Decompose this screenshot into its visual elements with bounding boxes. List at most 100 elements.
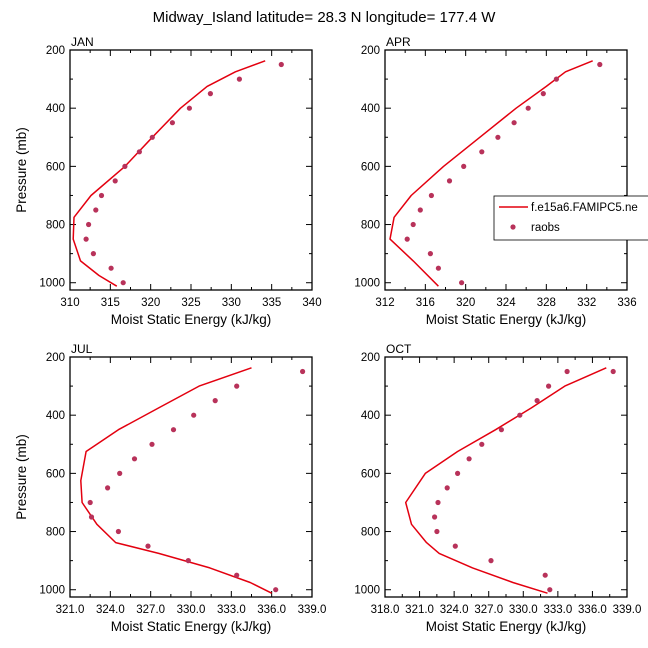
legend-box: [493, 195, 648, 241]
data-point-raobs: [546, 383, 552, 389]
data-point-raobs: [495, 134, 501, 140]
y-tick-label: 1000: [39, 278, 65, 290]
data-point-raobs: [547, 587, 553, 593]
y-tick-label: 200: [361, 352, 380, 364]
data-point-raobs: [120, 280, 126, 286]
x-tick-label: 333.0: [543, 604, 572, 616]
data-point-raobs: [185, 558, 191, 564]
series-line-model: [72, 60, 266, 287]
y-tick-label: 600: [361, 161, 380, 173]
panel-title: OCT: [386, 342, 412, 356]
y-tick-label: 600: [361, 468, 380, 480]
data-point-raobs: [234, 572, 240, 578]
data-point-raobs: [511, 120, 517, 126]
y-tick-label: 600: [46, 161, 65, 173]
x-tick-label: 312: [375, 297, 394, 309]
y-tick-label: 200: [46, 45, 65, 57]
x-tick-label: 321.0: [56, 604, 85, 616]
series-line-model: [404, 367, 607, 594]
data-point-raobs: [93, 207, 99, 213]
data-point-raobs: [122, 163, 128, 169]
data-point-raobs: [540, 91, 546, 97]
x-tick-label: 330.0: [177, 604, 206, 616]
data-point-raobs: [234, 383, 240, 389]
y-tick-label: 600: [46, 468, 65, 480]
y-tick-label: 200: [46, 352, 65, 364]
legend: f.e15a6.FAMIPC5.ne raobs: [493, 195, 648, 241]
y-axis-label: Pressure (mb): [14, 434, 29, 520]
data-point-raobs: [186, 105, 192, 111]
x-tick-label: 324.0: [96, 604, 125, 616]
data-point-raobs: [273, 587, 279, 593]
x-tick-label: 321.0: [405, 604, 434, 616]
data-point-raobs: [136, 149, 142, 155]
figure-title: Midway_Island latitude= 28.3 N longitude…: [153, 9, 497, 26]
x-tick-label: 327.0: [474, 604, 503, 616]
data-point-raobs: [410, 221, 416, 228]
data-point-raobs: [105, 485, 111, 491]
panel-jan: 310 315 320 325 330 335 340 200 400 600 800 1000 JAN…: [14, 35, 322, 327]
panel-jul: 321.0 324.0 327.0 330.0 333.0 336.0 339.0 200 40…: [14, 342, 326, 634]
data-point-raobs: [108, 265, 114, 271]
data-point-raobs: [98, 192, 105, 199]
data-point-raobs: [112, 178, 118, 184]
data-point-raobs: [191, 412, 197, 418]
x-tick-label: 339.0: [613, 604, 642, 616]
plot-frame: [69, 49, 313, 291]
data-point-raobs: [149, 441, 155, 447]
data-point-raobs: [236, 76, 242, 82]
x-tick-label: 328: [537, 297, 556, 309]
y-tick-label: 1000: [39, 585, 65, 597]
data-point-raobs: [434, 528, 440, 535]
panel-apr: 312 316 320 324 328 332 336 200 400 600 800 1000 APR…: [354, 35, 636, 327]
data-point-raobs: [488, 558, 494, 564]
y-tick-label: 800: [46, 220, 65, 232]
data-point-raobs: [83, 236, 89, 242]
data-point-raobs: [87, 499, 93, 506]
data-point-raobs: [169, 120, 175, 126]
data-point-raobs: [86, 221, 92, 228]
x-tick-label: 327.0: [136, 604, 165, 616]
y-tick-label: 800: [361, 220, 380, 232]
data-point-raobs: [212, 398, 218, 404]
data-point-raobs: [525, 105, 531, 111]
x-tick-label: 335: [262, 297, 281, 309]
series-line-model: [389, 60, 593, 287]
x-axis-label: Moist Static Energy (kJ/kg): [426, 312, 587, 327]
x-tick-label: 336: [617, 297, 636, 309]
data-point-raobs: [427, 251, 433, 257]
data-point-raobs: [553, 76, 560, 82]
x-tick-label: 330.0: [509, 604, 538, 616]
data-point-raobs: [498, 427, 504, 433]
legend-label-model: f.e15a6.FAMIPC5.ne: [531, 202, 638, 214]
y-tick-label: 400: [46, 410, 65, 422]
data-point-raobs: [446, 178, 453, 184]
y-axis-label: Pressure (mb): [14, 127, 29, 213]
data-point-raobs: [404, 236, 410, 242]
plot-frame: [384, 49, 628, 291]
data-point-raobs: [145, 543, 151, 549]
data-point-raobs: [207, 91, 213, 97]
legend-label-raobs: raobs: [531, 222, 560, 234]
x-tick-label: 336.0: [578, 604, 607, 616]
x-axis-label: Moist Static Energy (kJ/kg): [426, 619, 587, 634]
panel-title: JUL: [71, 342, 93, 356]
plot-frame: [384, 356, 628, 598]
data-point-raobs: [117, 470, 123, 476]
y-tick-label: 1000: [354, 278, 380, 290]
data-point-raobs: [534, 398, 540, 404]
data-point-raobs: [432, 514, 438, 520]
data-point-raobs: [278, 61, 284, 68]
data-point-raobs: [149, 134, 155, 140]
x-axis-label: Moist Static Energy (kJ/kg): [111, 619, 272, 634]
x-tick-label: 316: [416, 297, 435, 309]
data-point-raobs: [300, 368, 306, 375]
legend-marker-swatch: [510, 224, 516, 230]
x-tick-label: 310: [60, 297, 79, 309]
data-point-raobs: [564, 368, 570, 375]
x-tick-label: 339.0: [298, 604, 327, 616]
y-tick-label: 400: [46, 103, 65, 115]
data-point-raobs: [610, 368, 616, 375]
x-tick-label: 332: [577, 297, 596, 309]
data-point-raobs: [517, 412, 523, 418]
